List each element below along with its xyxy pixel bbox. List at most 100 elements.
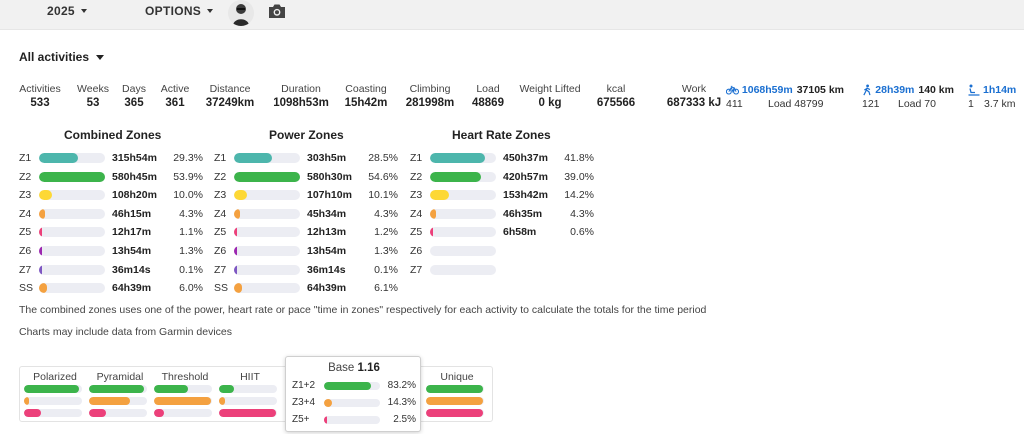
zone-time: 420h57m: [503, 170, 548, 183]
tooltip-zone: Z1+2: [292, 380, 316, 391]
distribution-bar-fill: [219, 385, 234, 393]
activity-filter-label: All activities: [19, 50, 90, 64]
sport-summary-ride[interactable]: 1068h59m 37105 km 411 Load 48799: [726, 83, 844, 111]
zone-bar-fill: [430, 227, 433, 238]
tooltip-zone: Z5+: [292, 414, 310, 425]
zone-time: 36m14s: [307, 263, 346, 276]
distribution-bar: [426, 409, 484, 417]
zone-percent: 4.3%: [179, 207, 203, 220]
zone-percent: 0.6%: [570, 226, 594, 239]
zone-label: Z4: [19, 207, 32, 220]
garmin-note: Charts may include data from Garmin devi…: [19, 326, 232, 338]
zone-bar: [39, 227, 105, 238]
zone-label: Z1: [410, 152, 423, 164]
zone-row-z7: Z7 36m14s 0.1%: [214, 263, 404, 277]
sport-summary-swim[interactable]: 1h14m 1 3.7 km: [968, 83, 1024, 111]
zone-row-z6: Z6 13h54m 1.3%: [214, 244, 404, 258]
distribution-bar-fill: [154, 385, 188, 393]
sport-count: 1: [968, 98, 974, 110]
swim-icon: [968, 84, 980, 96]
zone-label: Z3: [410, 189, 423, 202]
zone-percent: 1.3%: [179, 245, 203, 257]
distribution-bar-fill: [24, 409, 42, 417]
stat-value: 687333 kJ: [666, 97, 722, 109]
zone-row-z2: Z2 420h57m 39.0%: [410, 170, 600, 184]
tooltip-percent: 2.5%: [393, 414, 416, 425]
tooltip-value: 1.16: [357, 362, 380, 374]
year-dropdown[interactable]: 2025: [47, 4, 87, 18]
zone-percent: 4.3%: [570, 207, 594, 220]
zone-bar-fill: [234, 190, 248, 201]
sport-summary-walk[interactable]: 28h39m 140 km 121 Load 70: [862, 83, 954, 111]
zone-label: Z1: [19, 152, 32, 164]
sport-distance: 140 km: [918, 84, 954, 96]
zone-time: 107h10m: [307, 189, 352, 202]
distribution-bar: [426, 385, 484, 393]
zone-percent: 53.9%: [173, 170, 203, 183]
zone-bar-fill: [234, 227, 237, 238]
zone-label: Z5: [214, 226, 227, 239]
tooltip-label: Base: [328, 362, 355, 374]
zone-bar-fill: [234, 208, 240, 219]
zone-time: 12h17m: [112, 226, 152, 239]
distribution-bar-fill: [154, 409, 165, 417]
activity-filter-dropdown[interactable]: All activities: [19, 50, 105, 64]
zone-time: 108h20m: [112, 189, 157, 202]
bike-icon: [726, 85, 739, 95]
zone-bar: [234, 171, 300, 182]
stat-label: Active: [160, 83, 190, 95]
distribution-bar-fill: [89, 409, 107, 417]
stat-value: 533: [30, 97, 50, 109]
distribution-bar-fill: [426, 385, 483, 393]
avatar[interactable]: [228, 0, 254, 26]
distribution-bar: [154, 409, 212, 417]
tooltip-bar: [324, 416, 380, 424]
zone-row-z3: Z3 108h20m 10.0%: [19, 188, 209, 202]
training-distribution: Polarized Pyramidal Threshold HIIT Unique: [19, 366, 493, 422]
stat-label: Duration: [281, 83, 321, 95]
camera-icon[interactable]: [268, 3, 286, 19]
zone-time: 45h34m: [307, 207, 347, 220]
zone-time: 13h54m: [307, 245, 347, 257]
distribution-bar: [426, 397, 484, 405]
zone-row-z5: Z5 12h17m 1.1%: [19, 225, 209, 239]
year-label: 2025: [47, 4, 75, 18]
chevron-down-icon: [207, 9, 214, 13]
zone-bar: [234, 153, 300, 163]
zone-bar-fill: [39, 227, 42, 238]
sport-distance: 3.7 km: [984, 98, 1016, 110]
distribution-polarized[interactable]: Polarized: [24, 367, 86, 421]
distribution-threshold[interactable]: Threshold: [154, 367, 216, 421]
zone-bar-fill: [39, 153, 78, 163]
stat-value: 48869: [472, 97, 504, 109]
zone-label: Z5: [410, 226, 423, 239]
distribution-unique[interactable]: Unique: [426, 367, 488, 421]
options-dropdown[interactable]: OPTIONS: [145, 4, 214, 18]
zone-row-z3: Z3 153h42m 14.2%: [410, 188, 600, 202]
zone-label: Z6: [214, 245, 227, 257]
sport-count: 121: [862, 98, 880, 110]
zone-bar: [234, 246, 300, 256]
zone-bar-fill: [430, 153, 486, 163]
tooltip-bar: [324, 399, 380, 407]
stat-work: Work 687333 kJ: [654, 83, 734, 110]
zone-bar-fill: [234, 153, 272, 163]
distribution-bar: [89, 385, 147, 393]
distribution-hiit[interactable]: HIIT: [219, 367, 281, 421]
zone-row-z4: Z4 46h15m 4.3%: [19, 207, 209, 221]
tooltip-bar-fill: [324, 382, 371, 390]
zone-percent: 39.0%: [564, 170, 594, 183]
distribution-pyramidal[interactable]: Pyramidal: [89, 367, 151, 421]
zone-bar: [430, 208, 496, 219]
zone-percent: 10.0%: [173, 189, 203, 202]
tooltip-row: Z5+ 2.5%: [292, 414, 416, 426]
distribution-bar-fill: [89, 385, 145, 393]
zone-bar: [39, 190, 105, 201]
stat-coasting: Coasting 15h42m: [326, 83, 406, 110]
zone-bar: [430, 227, 496, 238]
zone-bar: [430, 264, 496, 275]
zone-time: 315h54m: [112, 152, 157, 164]
stat-value: 675566: [596, 97, 636, 109]
zone-bar-fill: [39, 283, 47, 294]
zone-bar: [430, 246, 496, 256]
